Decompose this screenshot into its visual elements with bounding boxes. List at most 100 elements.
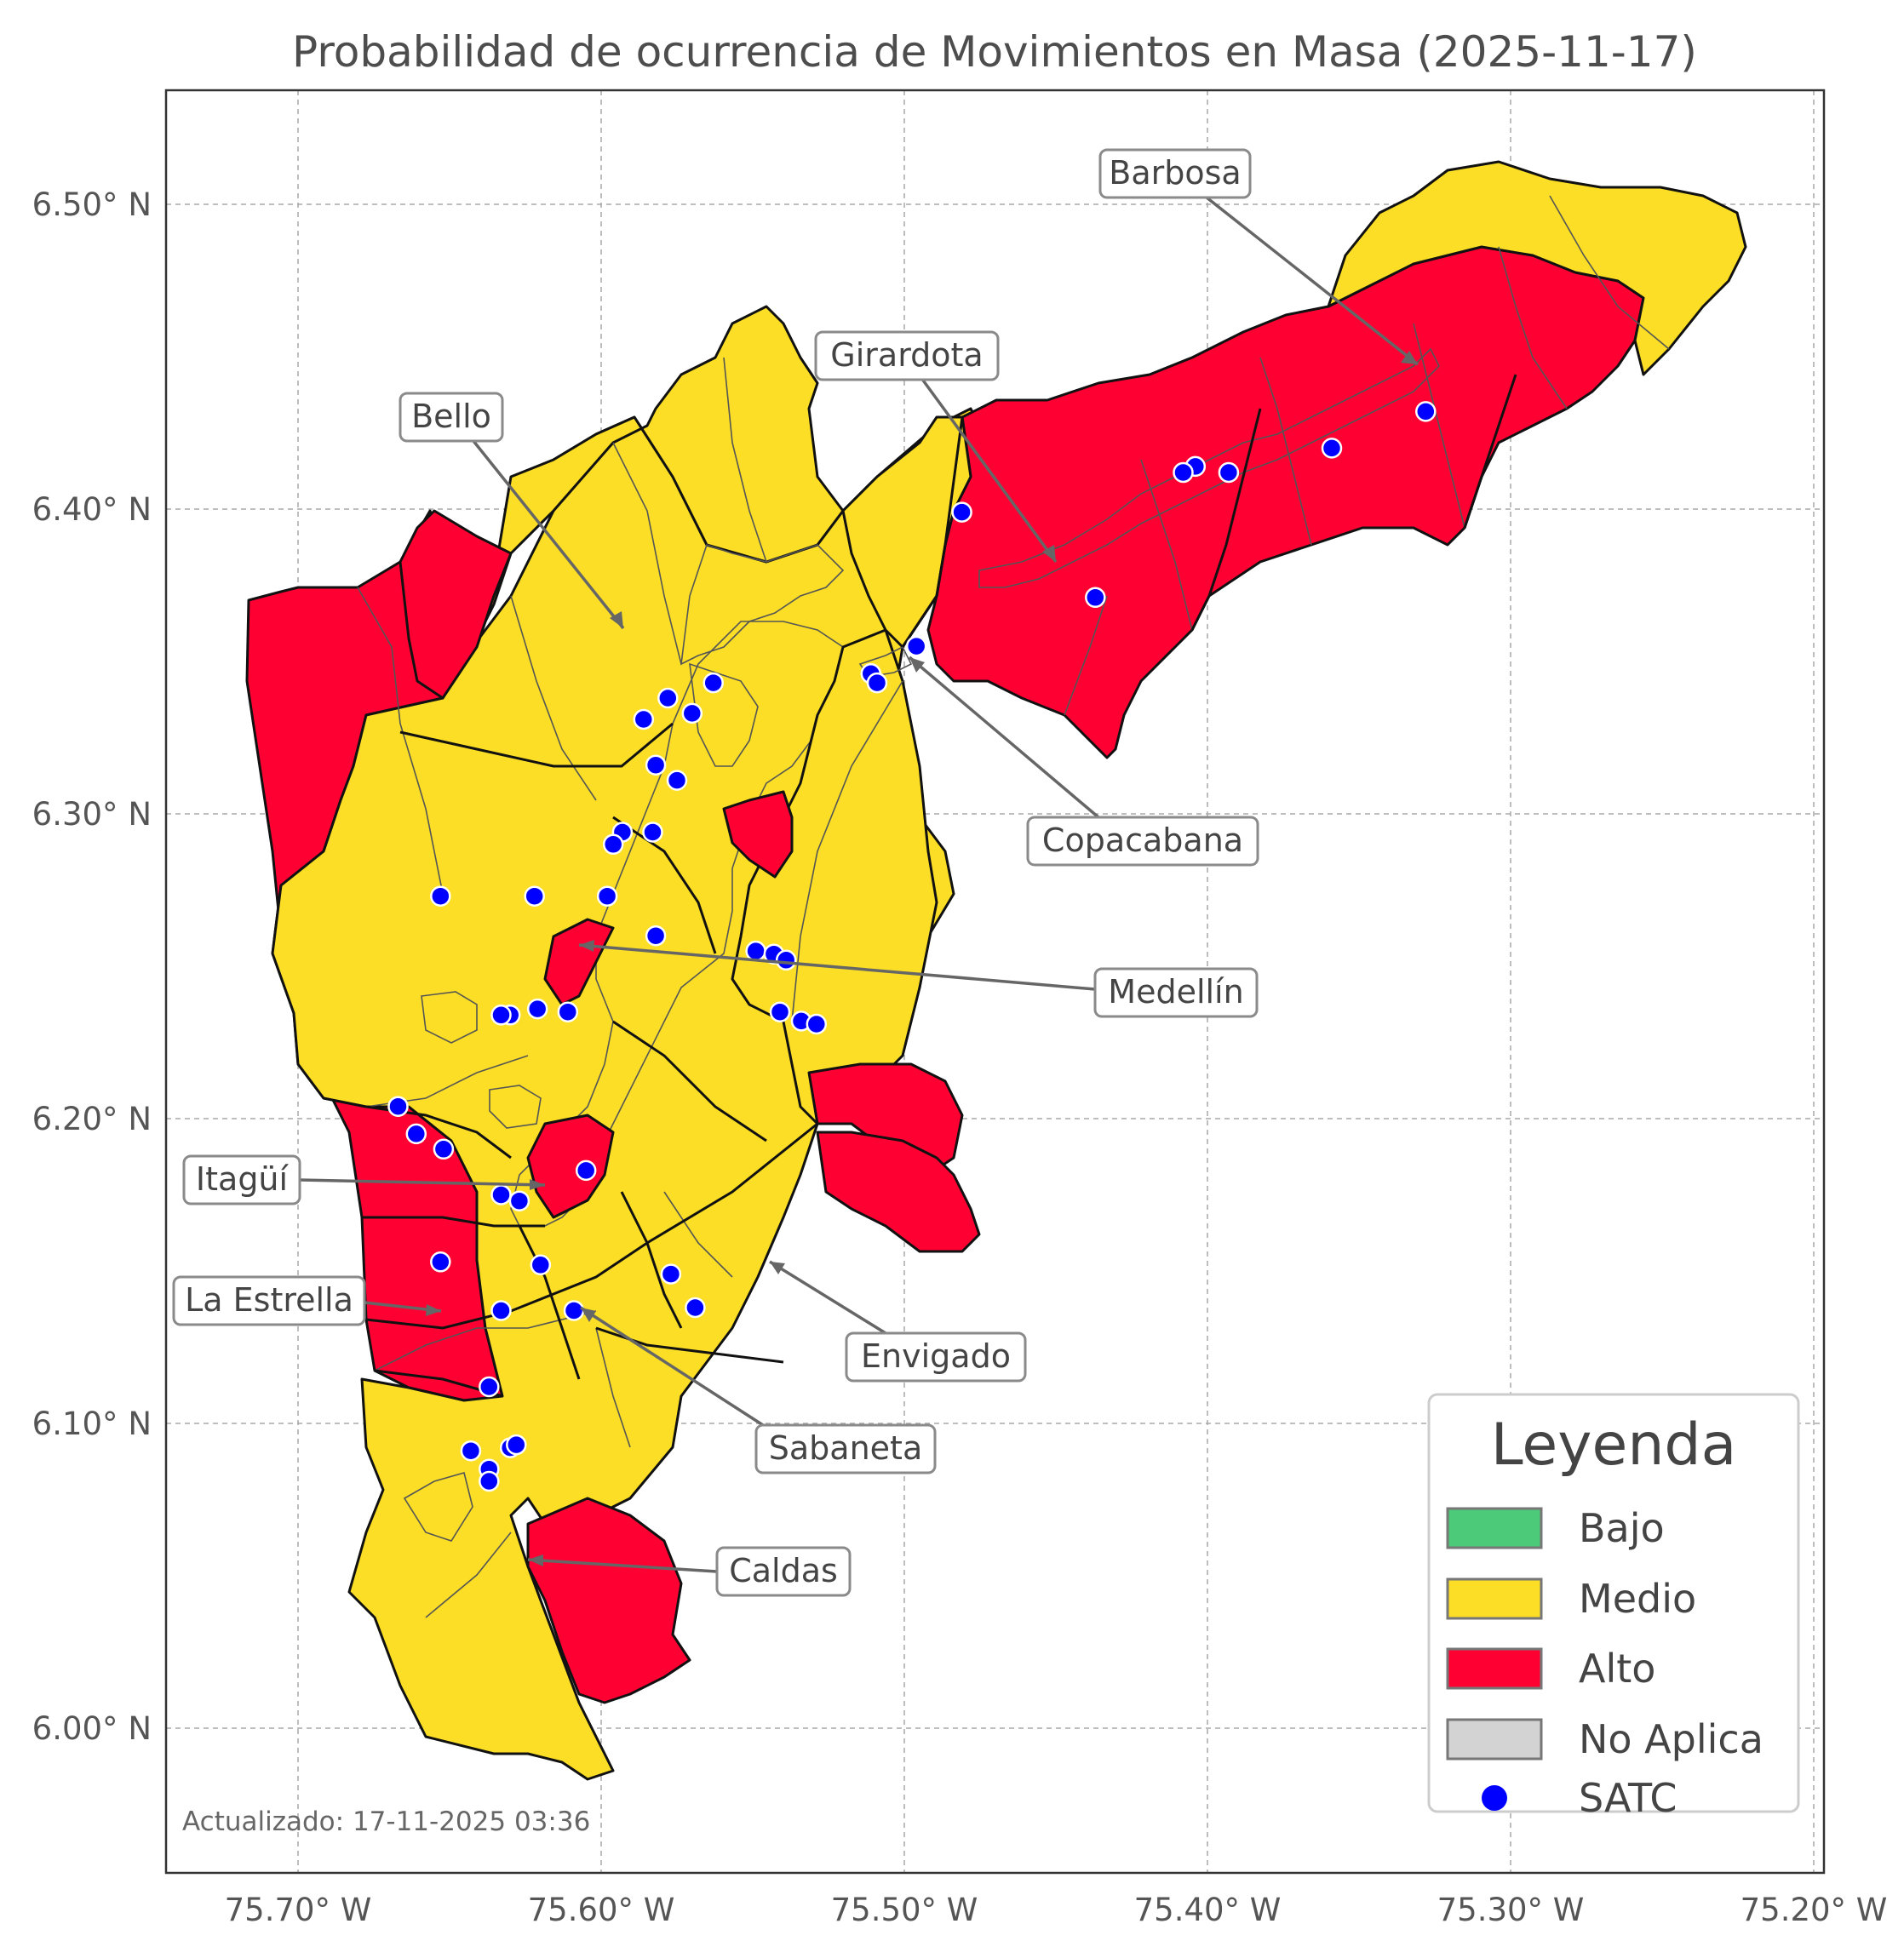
- satc-station-point: [806, 1013, 828, 1035]
- label-bello-text: Bello: [411, 398, 491, 435]
- legend-title: Leyenda: [1491, 1411, 1737, 1479]
- region-alto-itagui: [526, 1114, 615, 1219]
- x-tick-label: 75.40° W: [1134, 1892, 1282, 1928]
- satc-station-point: [645, 925, 667, 947]
- region-bajo-3: [403, 1472, 473, 1542]
- subdivision-lines: [357, 195, 1670, 1618]
- satc-station-point: [660, 1263, 682, 1285]
- y-tick-label: 6.20° N: [32, 1101, 152, 1137]
- satc-station-point: [685, 1297, 706, 1319]
- satc-station-point: [524, 885, 545, 907]
- y-tick-label: 6.50° N: [32, 186, 152, 223]
- satc-station-point: [479, 1376, 500, 1398]
- label-sabaneta-text: Sabaneta: [769, 1429, 922, 1467]
- satc-station-point: [1321, 438, 1343, 459]
- region-alto-envigado-e: [807, 1062, 964, 1177]
- satc-station-point: [633, 708, 655, 730]
- region-alto-northeast: [926, 245, 1645, 759]
- region-medio-girardota-w: [841, 415, 972, 649]
- satc-station-point: [490, 1184, 512, 1205]
- legend-item-alto-label: Alto: [1579, 1646, 1655, 1692]
- satc-station-point: [1415, 401, 1437, 422]
- satc-station-point: [775, 949, 797, 971]
- region-alto-bello-w: [399, 509, 513, 700]
- satc-station-point: [645, 754, 667, 776]
- satc-station-point: [602, 833, 624, 856]
- satc-station-point: [951, 501, 972, 523]
- satc-station-point: [745, 940, 766, 962]
- x-axis: 75.70° W 75.60° W 75.50° W 75.40° W 75.3…: [225, 1892, 1888, 1928]
- municipal-boundaries: [362, 374, 1517, 1398]
- updated-timestamp: Actualizado: 17-11-2025 03:36: [182, 1806, 590, 1837]
- satc-station-point: [490, 1300, 512, 1321]
- satc-station-point: [433, 1138, 455, 1160]
- x-tick-label: 75.30° W: [1437, 1892, 1585, 1928]
- region-medio-east: [731, 628, 938, 1125]
- legend-item-bajo-label: Bajo: [1579, 1505, 1665, 1551]
- y-tick-label: 6.00° N: [32, 1710, 152, 1747]
- label-envigado-text: Envigado: [861, 1337, 1011, 1375]
- y-axis: 6.50° N 6.40° N 6.30° N 6.20° N 6.10° N …: [32, 186, 152, 1747]
- legend-item-satc-label: SATC: [1579, 1775, 1677, 1821]
- label-copacabana: Copacabana: [908, 656, 1259, 867]
- satc-station-point: [430, 885, 451, 907]
- map-title: Probabilidad de ocurrencia de Movimiento…: [292, 27, 1697, 77]
- satc-station-point: [642, 822, 663, 843]
- satc-station-point: [905, 635, 927, 657]
- region-no-aplica-bello: [689, 662, 759, 767]
- region-medio-northeast: [1327, 160, 1747, 376]
- label-la-estrella-text: La Estrella: [185, 1281, 353, 1319]
- municipality-labels: Barbosa Girardota Bello Copacabana Medel…: [172, 148, 1419, 1597]
- map-frame: [164, 89, 1826, 1875]
- satc-station-point: [460, 1440, 482, 1462]
- region-alto-medellin-ne: [722, 790, 794, 879]
- label-medellin-text: Medellín: [1108, 973, 1243, 1011]
- label-bello: Bello: [399, 392, 625, 630]
- satc-station-point: [506, 1434, 527, 1456]
- region-alto-medellin-w: [543, 918, 615, 1006]
- label-barbosa: Barbosa: [1098, 148, 1419, 366]
- x-tick-label: 75.50° W: [831, 1892, 978, 1928]
- satc-stations: [387, 401, 1437, 1492]
- satc-station-point: [430, 1251, 451, 1273]
- label-barbosa-text: Barbosa: [1109, 154, 1241, 192]
- label-la-estrella: La Estrella: [172, 1275, 442, 1326]
- map-regions: [245, 160, 1747, 1781]
- y-tick-label: 6.30° N: [32, 796, 152, 833]
- label-medellin: Medellín: [578, 940, 1259, 1018]
- satc-station-point: [557, 1001, 579, 1022]
- label-sabaneta: Sabaneta: [580, 1306, 937, 1474]
- legend-item-medio: Medio: [1446, 1576, 1696, 1622]
- legend: Leyenda Bajo Medio Alto No Aplica SATC: [1427, 1393, 1800, 1821]
- y-tick-label: 6.40° N: [32, 491, 152, 528]
- legend-item-medio-label: Medio: [1579, 1576, 1696, 1622]
- satc-station-point: [563, 1300, 585, 1321]
- region-alto-envigado-se: [816, 1131, 981, 1253]
- label-caldas: Caldas: [527, 1546, 852, 1597]
- y-tick-label: 6.10° N: [32, 1406, 152, 1442]
- x-tick-label: 75.60° W: [528, 1892, 675, 1928]
- satc-station-point: [1173, 461, 1194, 484]
- legend-item-bajo: Bajo: [1446, 1505, 1665, 1551]
- legend-item-no-aplica-label: No Aplica: [1579, 1716, 1763, 1762]
- label-envigado: Envigado: [769, 1260, 1027, 1383]
- satc-station-point: [530, 1254, 552, 1276]
- label-copacabana-text: Copacabana: [1042, 822, 1243, 859]
- satc-station-point: [657, 687, 679, 709]
- legend-item-satc: SATC: [1482, 1775, 1677, 1821]
- label-itagui-text: Itagüí: [196, 1160, 290, 1198]
- satc-station-point: [1085, 587, 1106, 609]
- satc-station-point: [703, 672, 724, 694]
- label-itagui: Itagüí: [182, 1154, 546, 1205]
- satc-station-point: [479, 1470, 500, 1492]
- satc-station-point: [387, 1096, 409, 1117]
- satc-station-point: [508, 1190, 530, 1211]
- region-alto-caldas: [526, 1497, 691, 1704]
- legend-item-alto: Alto: [1446, 1646, 1655, 1692]
- satc-station-point: [526, 998, 548, 1020]
- satc-station-point: [405, 1123, 427, 1145]
- label-girardota: Girardota: [814, 330, 1058, 564]
- x-tick-label: 75.20° W: [1741, 1892, 1888, 1928]
- satc-station-point: [866, 672, 888, 694]
